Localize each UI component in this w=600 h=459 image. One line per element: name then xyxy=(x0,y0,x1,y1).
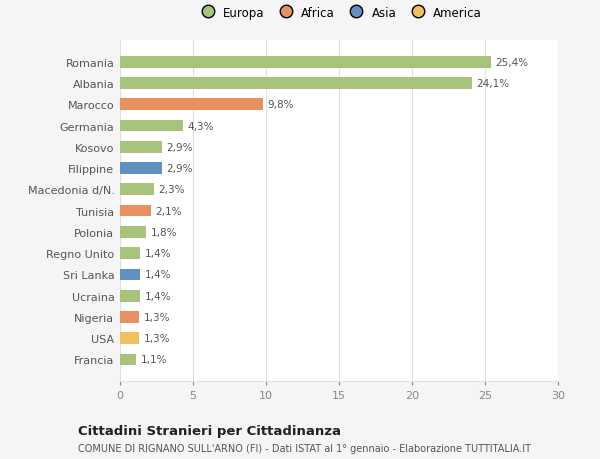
Bar xyxy=(120,142,163,153)
Text: 24,1%: 24,1% xyxy=(476,79,509,89)
Bar xyxy=(120,248,140,259)
Text: 1,4%: 1,4% xyxy=(145,291,172,301)
Text: 25,4%: 25,4% xyxy=(495,57,529,67)
Text: 2,9%: 2,9% xyxy=(167,142,193,152)
Text: 1,1%: 1,1% xyxy=(140,355,167,365)
Bar xyxy=(120,205,151,217)
Text: 1,3%: 1,3% xyxy=(143,334,170,343)
Bar xyxy=(120,120,183,132)
Bar xyxy=(120,311,139,323)
Bar xyxy=(120,163,163,174)
Bar xyxy=(120,354,136,365)
Legend: Europa, Africa, Asia, America: Europa, Africa, Asia, America xyxy=(193,3,485,23)
Text: 1,8%: 1,8% xyxy=(151,227,177,237)
Text: 2,3%: 2,3% xyxy=(158,185,184,195)
Bar xyxy=(120,184,154,196)
Text: COMUNE DI RIGNANO SULL'ARNO (FI) - Dati ISTAT al 1° gennaio - Elaborazione TUTTI: COMUNE DI RIGNANO SULL'ARNO (FI) - Dati … xyxy=(78,443,531,453)
Bar xyxy=(120,333,139,344)
Bar xyxy=(120,99,263,111)
Bar xyxy=(120,269,140,280)
Text: 1,3%: 1,3% xyxy=(143,312,170,322)
Text: 1,4%: 1,4% xyxy=(145,270,172,280)
Bar xyxy=(120,78,472,90)
Text: 2,1%: 2,1% xyxy=(155,206,182,216)
Bar xyxy=(120,57,491,68)
Text: 1,4%: 1,4% xyxy=(145,249,172,258)
Text: 4,3%: 4,3% xyxy=(187,121,214,131)
Text: 9,8%: 9,8% xyxy=(268,100,294,110)
Text: Cittadini Stranieri per Cittadinanza: Cittadini Stranieri per Cittadinanza xyxy=(78,425,341,437)
Bar xyxy=(120,227,146,238)
Bar xyxy=(120,290,140,302)
Text: 2,9%: 2,9% xyxy=(167,164,193,174)
